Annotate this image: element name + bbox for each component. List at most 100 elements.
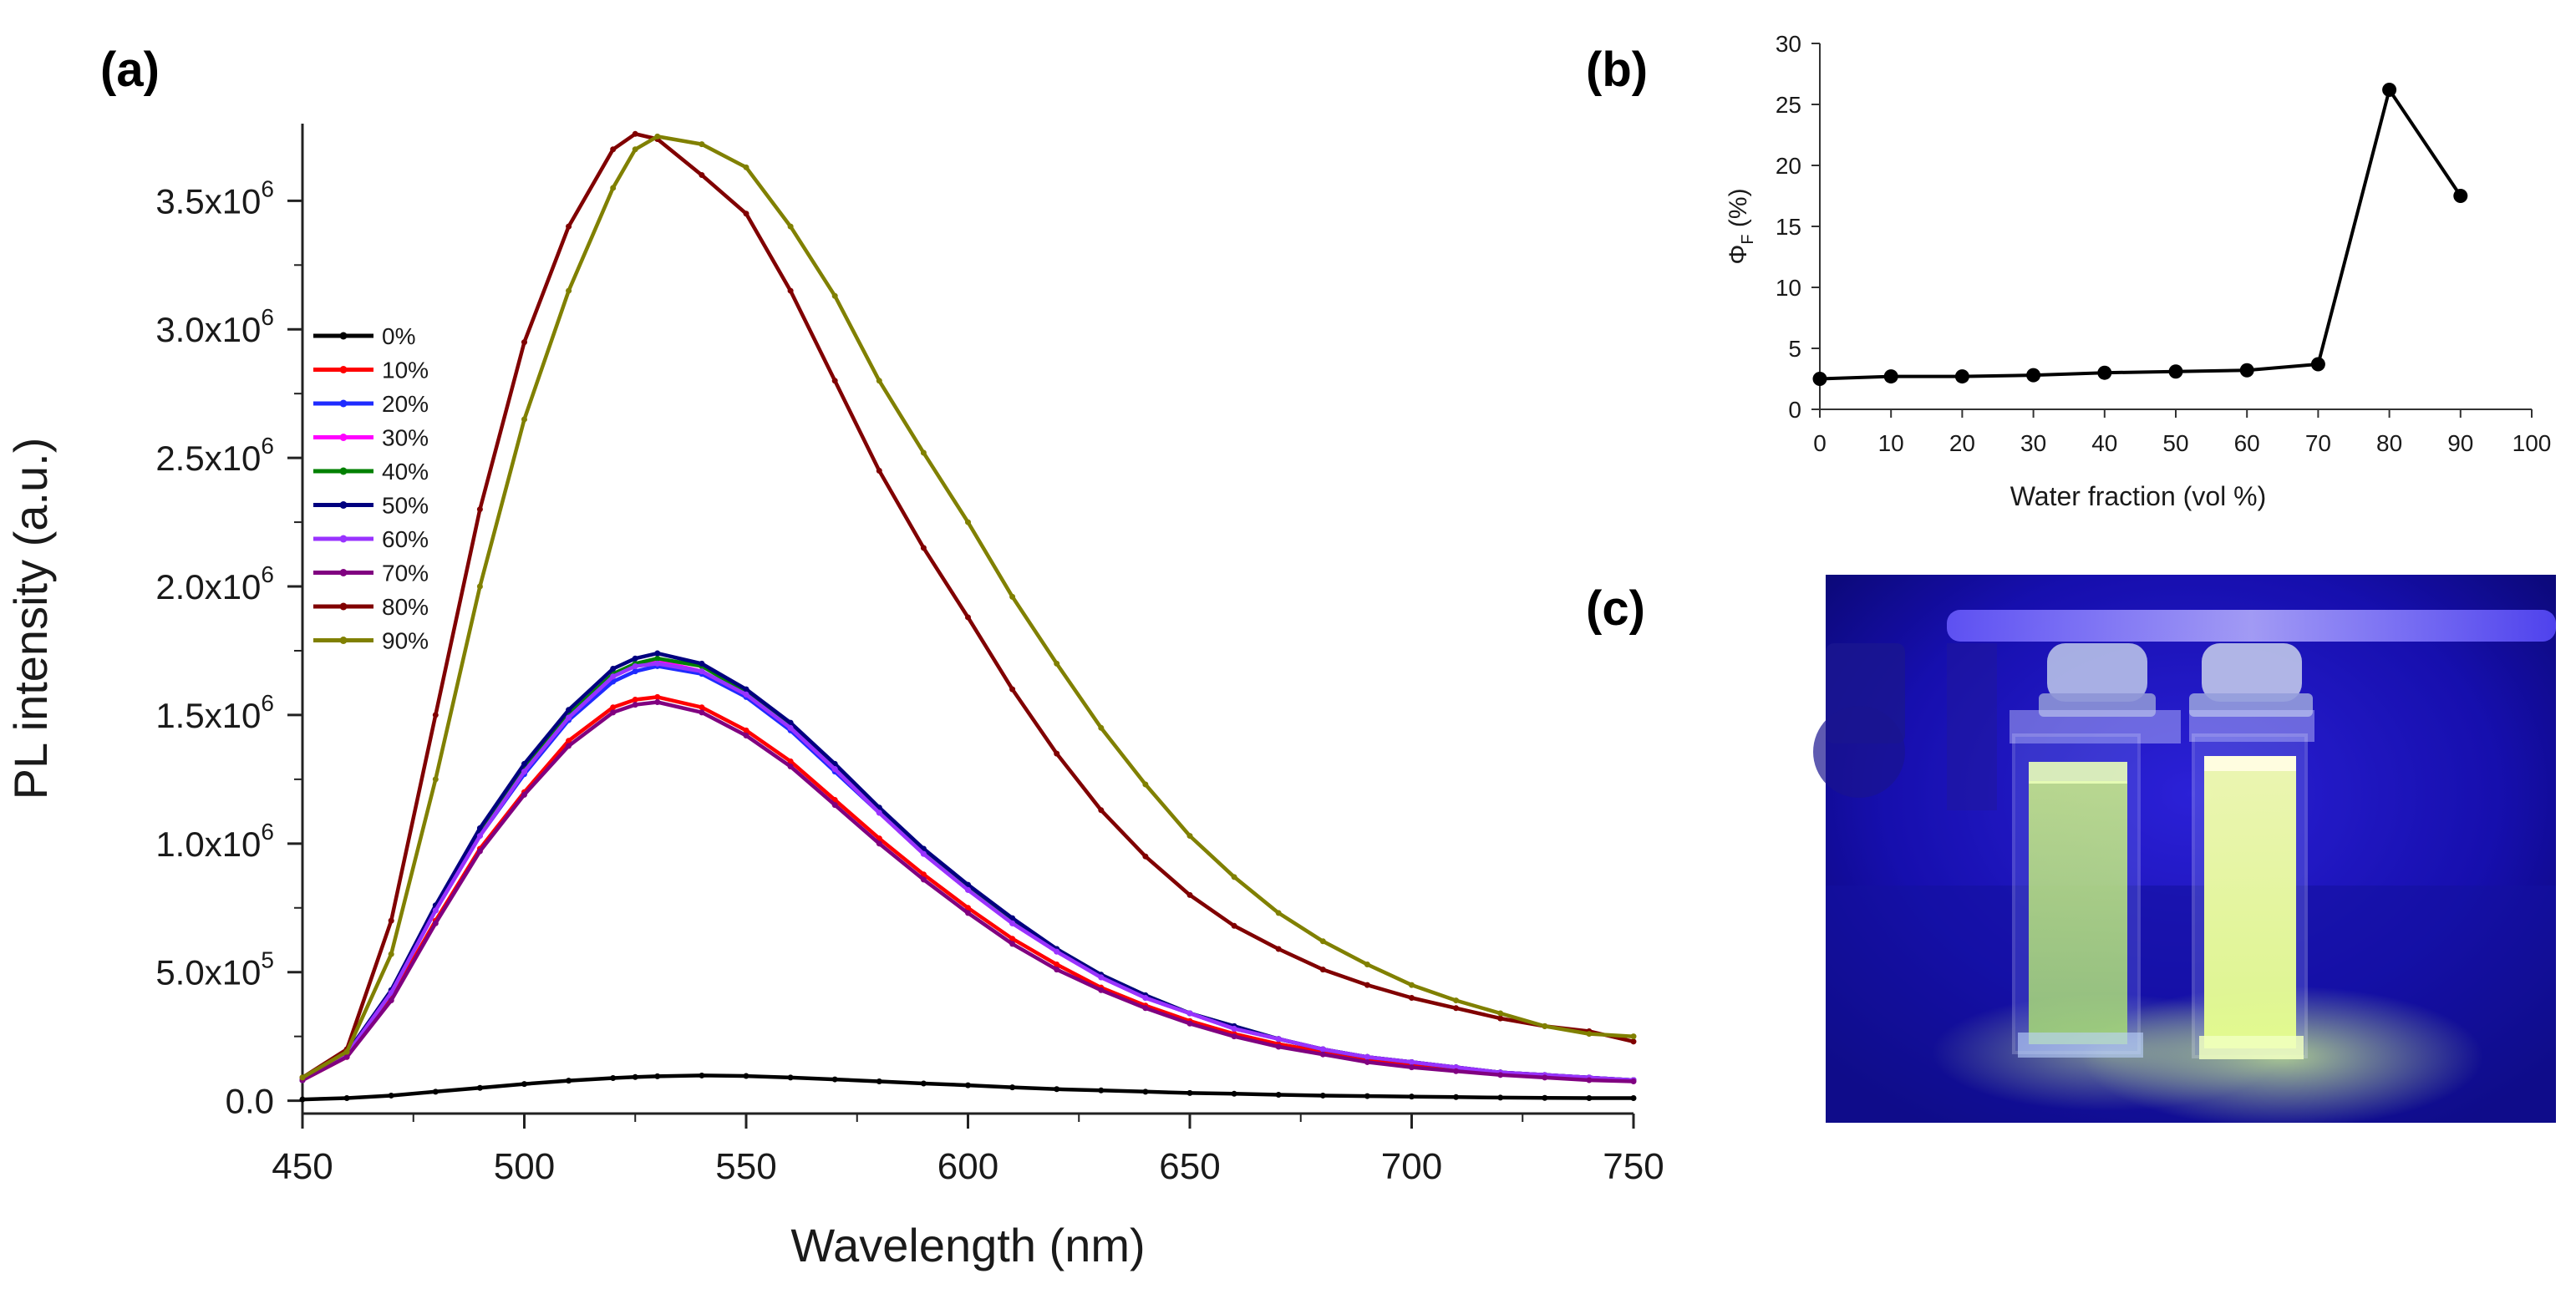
- data-point: [1497, 1015, 1504, 1022]
- data-point: [1497, 1094, 1504, 1101]
- y-tick-label: 1.0x106: [155, 819, 274, 864]
- series-line-40pct: [301, 656, 1634, 1083]
- data-point: [632, 668, 638, 675]
- b-data-point: [2026, 368, 2041, 383]
- series-line-20pct: [301, 664, 1634, 1083]
- data-point: [1098, 974, 1105, 981]
- x-tick-label: 550: [715, 1146, 776, 1187]
- data-point: [1186, 1020, 1193, 1027]
- data-point: [610, 185, 617, 191]
- legend-marker: [339, 501, 348, 509]
- series-line-60pct: [301, 662, 1634, 1083]
- data-point: [965, 881, 971, 888]
- data-point: [699, 172, 705, 179]
- legend-marker: [339, 569, 348, 576]
- data-point: [1630, 1038, 1637, 1045]
- data-point: [831, 378, 838, 384]
- data-point: [920, 876, 927, 883]
- data-point: [1009, 920, 1016, 926]
- data-point: [920, 449, 927, 456]
- data-point: [521, 769, 527, 775]
- data-point: [1275, 1043, 1282, 1050]
- data-point: [699, 660, 705, 667]
- series-line-90pct: [301, 134, 1634, 1079]
- data-point: [1542, 1023, 1548, 1029]
- data-point: [632, 702, 638, 708]
- data-point: [743, 686, 749, 693]
- data-point: [654, 660, 661, 667]
- data-point: [1231, 1090, 1237, 1097]
- b-y-tick-label: 25: [1776, 92, 1801, 118]
- data-point: [1186, 891, 1193, 898]
- series-line-0pct: [302, 1073, 1633, 1102]
- data-point: [299, 1096, 306, 1103]
- data-point: [787, 763, 794, 769]
- b-x-tick-label: 90: [2447, 430, 2473, 456]
- legend-label: 10%: [382, 358, 429, 383]
- legend-marker: [339, 332, 348, 340]
- data-point: [566, 287, 572, 294]
- y-tick-label: 1.5x106: [155, 690, 274, 735]
- data-point: [1630, 1033, 1637, 1040]
- data-point: [432, 1088, 439, 1095]
- legend-label: 40%: [382, 459, 429, 485]
- data-point: [1364, 1058, 1370, 1065]
- data-point: [1275, 946, 1282, 952]
- data-point: [787, 1074, 794, 1081]
- data-point: [1142, 1005, 1149, 1012]
- data-point: [610, 146, 617, 153]
- data-point: [1319, 1092, 1326, 1099]
- b-data-point: [2168, 364, 2183, 379]
- data-point: [1409, 994, 1415, 1001]
- data-point: [1497, 1010, 1504, 1017]
- data-point: [1098, 807, 1105, 814]
- data-point: [876, 1078, 882, 1085]
- data-point: [743, 211, 749, 217]
- data-point: [1054, 961, 1060, 967]
- b-y-tick-label: 10: [1776, 275, 1801, 301]
- data-point: [787, 758, 794, 764]
- b-data-point: [2382, 82, 2397, 97]
- data-point: [476, 825, 483, 831]
- data-point: [632, 146, 638, 153]
- data-point: [965, 1082, 971, 1088]
- data-point: [965, 905, 971, 911]
- data-point: [1231, 1033, 1237, 1040]
- y-tick-label: 0.0: [226, 1082, 274, 1121]
- x-tick-label: 700: [1381, 1146, 1442, 1187]
- data-point: [654, 650, 661, 657]
- series-line-70pct: [301, 700, 1634, 1083]
- data-point: [1630, 1095, 1637, 1102]
- plot-a: 450 500 550 600 650 700 750 0.0 5.0x105 1.0x106 1.…: [4, 124, 1664, 1271]
- data-point: [831, 766, 838, 773]
- legend-label: 30%: [382, 425, 429, 451]
- b-data-point: [2310, 357, 2325, 372]
- data-point: [432, 920, 439, 926]
- uv-lamp-reflection: [1947, 610, 2556, 642]
- b-x-tick-label: 60: [2234, 430, 2260, 456]
- data-point: [1186, 1089, 1193, 1096]
- data-point: [1054, 1086, 1060, 1093]
- data-point: [1409, 1064, 1415, 1071]
- data-point: [388, 951, 394, 957]
- data-point: [1275, 1092, 1282, 1099]
- data-point: [1054, 948, 1060, 955]
- data-point: [1098, 724, 1105, 731]
- b-x-tick-label: 20: [1949, 430, 1975, 456]
- data-point: [610, 666, 617, 672]
- b-data-point: [2239, 363, 2254, 378]
- data-point: [699, 141, 705, 148]
- data-point: [432, 712, 439, 718]
- data-point: [654, 1073, 661, 1079]
- b-y-tick-label: 20: [1776, 153, 1801, 179]
- legend-marker: [339, 434, 348, 441]
- legend-label: 50%: [382, 493, 429, 519]
- data-point: [1453, 1068, 1460, 1074]
- data-point: [1453, 1094, 1460, 1100]
- data-point: [432, 907, 439, 914]
- data-point: [566, 223, 572, 230]
- data-point: [610, 1075, 617, 1082]
- b-data-point: [1954, 369, 1969, 384]
- x-tick-label: 750: [1603, 1146, 1664, 1187]
- data-point: [1319, 938, 1326, 945]
